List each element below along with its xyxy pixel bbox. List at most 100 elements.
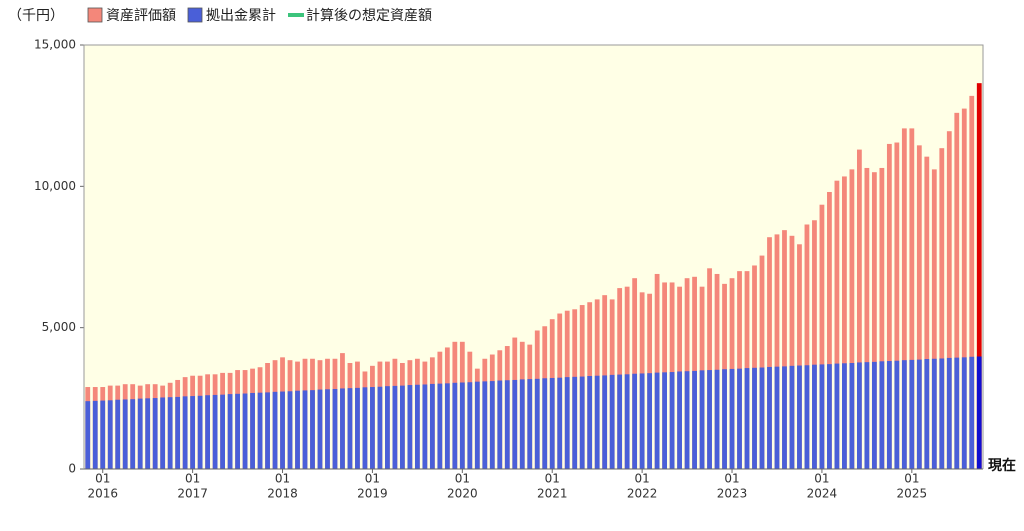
bar [901, 128, 907, 470]
bar [946, 131, 952, 470]
bar [961, 108, 967, 469]
bar [692, 370, 697, 469]
bar [130, 399, 136, 469]
x-year-label: 2024 [807, 487, 838, 501]
bar [145, 398, 151, 469]
bar [864, 362, 870, 469]
bar [707, 370, 712, 469]
bar [819, 364, 825, 469]
bar [684, 371, 690, 469]
bar [182, 396, 188, 469]
bar [797, 244, 802, 469]
y-tick-label: 0 [68, 462, 76, 476]
bar [474, 381, 480, 469]
bar [519, 379, 525, 469]
bar [100, 400, 106, 469]
bar [452, 382, 458, 469]
bar [489, 381, 495, 469]
bar [849, 363, 855, 469]
bar [504, 380, 510, 469]
y-tick-label: 15,000 [34, 38, 76, 52]
bar [924, 359, 930, 469]
bar [107, 400, 113, 469]
x-tick-label: 01 [275, 472, 290, 486]
bar [744, 368, 750, 469]
bar [557, 377, 563, 469]
bar [422, 384, 428, 469]
bar [782, 230, 787, 469]
x-tick-label: 01 [185, 472, 200, 486]
bar [767, 366, 772, 469]
bar [227, 394, 233, 469]
x-year-label: 2022 [627, 487, 658, 501]
bar [542, 378, 548, 469]
bar [167, 397, 173, 469]
bar [804, 365, 810, 469]
bar [797, 365, 802, 469]
bar [220, 394, 225, 469]
bar [287, 391, 293, 469]
bar [916, 145, 922, 469]
bar [332, 389, 338, 469]
bar [85, 401, 91, 469]
x-tick-label: 01 [634, 472, 649, 486]
bar [414, 384, 420, 469]
bar [407, 385, 413, 469]
y-tick-label: 5,000 [42, 320, 76, 334]
bar [924, 156, 930, 470]
bar [961, 357, 967, 469]
bar [894, 142, 900, 469]
bar [969, 95, 975, 469]
bar [272, 391, 278, 469]
bar [707, 268, 712, 469]
bar [347, 388, 353, 469]
x-tick-label: 01 [724, 472, 739, 486]
bar [317, 389, 323, 469]
bar [122, 399, 128, 469]
bar [617, 374, 623, 469]
plot-background [84, 45, 983, 469]
bar [444, 383, 450, 469]
bar [579, 376, 585, 469]
bar [310, 390, 315, 469]
bar [235, 393, 240, 469]
bar [639, 373, 645, 469]
bar [175, 396, 181, 469]
bar [564, 377, 570, 469]
bar [737, 368, 742, 469]
bar [467, 382, 473, 469]
bar [804, 224, 810, 469]
bar [916, 359, 922, 469]
bar [976, 356, 982, 469]
bar [849, 169, 855, 469]
bar [654, 273, 660, 469]
bar [190, 396, 196, 469]
bar [752, 265, 757, 469]
bar [812, 364, 817, 469]
bar [954, 112, 960, 469]
x-tick-label: 01 [365, 472, 380, 486]
bar [767, 237, 772, 469]
bar [789, 365, 795, 469]
bar [572, 376, 578, 469]
bar [392, 385, 398, 469]
bar [527, 379, 533, 469]
bar [355, 387, 360, 469]
bar [399, 385, 405, 469]
bar [812, 220, 817, 469]
bar [280, 391, 285, 469]
bar [362, 387, 368, 469]
bar [437, 383, 443, 469]
current-label: 現在 [988, 457, 1016, 474]
y-tick-label: 10,000 [34, 179, 76, 193]
bar [497, 380, 503, 469]
bar [587, 376, 593, 469]
legend-label: 拠出金累計 [206, 8, 276, 24]
bar [834, 363, 840, 469]
bar [115, 399, 121, 469]
bar [886, 361, 892, 469]
bar [909, 359, 915, 469]
bar [549, 377, 555, 469]
bar [152, 398, 158, 469]
